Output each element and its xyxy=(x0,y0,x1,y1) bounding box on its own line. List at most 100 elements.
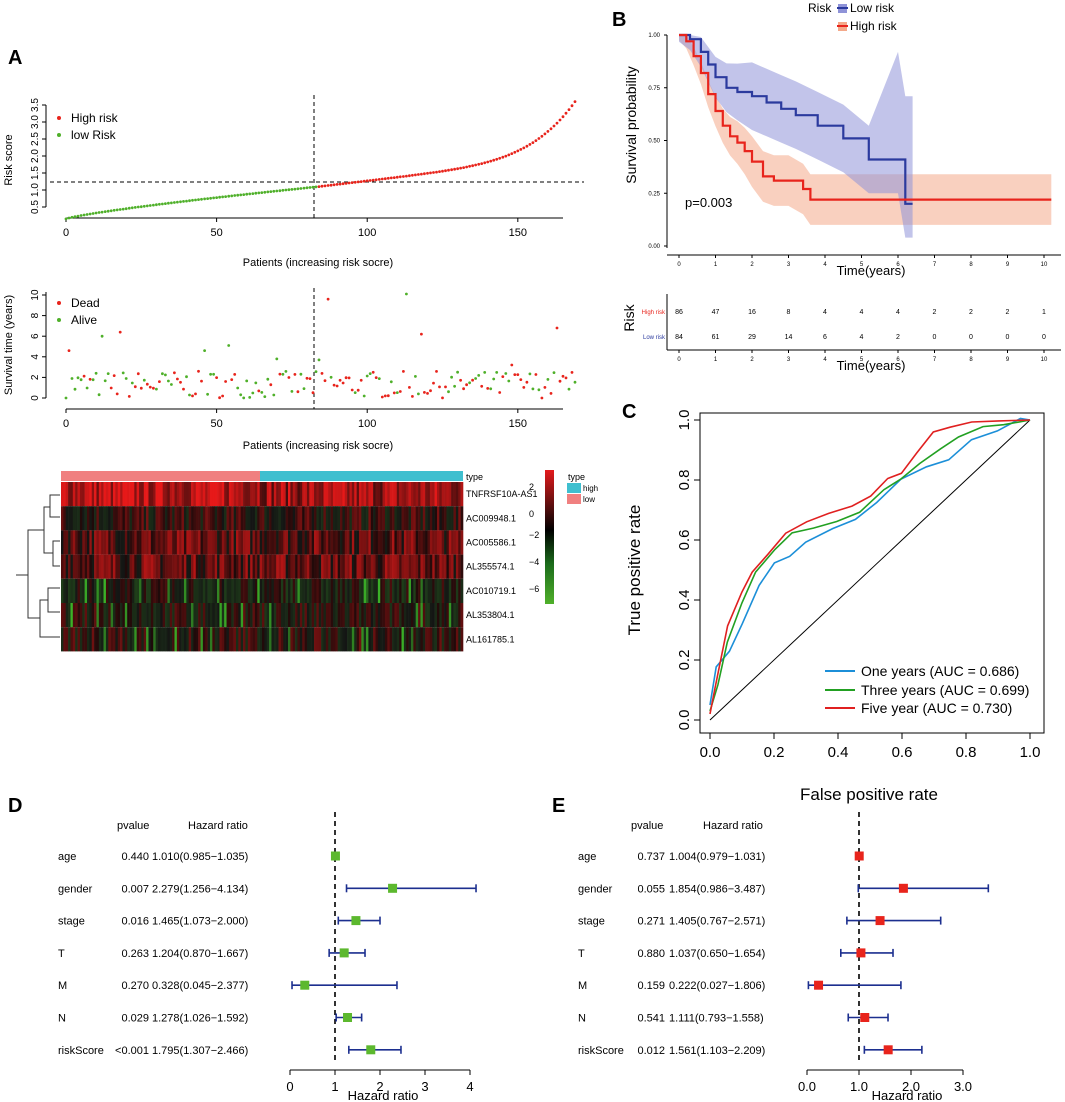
heatmap-cell xyxy=(392,506,395,531)
heatmap-cell xyxy=(146,530,149,555)
heatmap-cell xyxy=(439,554,443,579)
heatmap-cell xyxy=(401,530,405,555)
expression-heatmap: type TNFRSF10A-AS1AC009948.1AC005586.1AL… xyxy=(16,470,598,652)
heatmap-cell xyxy=(389,578,393,603)
heatmap-cell xyxy=(162,554,166,579)
heatmap-cell xyxy=(94,530,97,555)
survival-point-dead xyxy=(411,395,414,398)
heatmap-cell xyxy=(266,627,270,652)
heatmap-cell xyxy=(105,554,109,579)
heatmap-cell xyxy=(366,506,369,531)
heatmap-legend-title: type xyxy=(568,472,585,482)
survival-point-dead xyxy=(311,391,315,395)
km-xtick-label: 0 xyxy=(677,262,681,268)
risk-point-low xyxy=(299,187,303,190)
gene-label: AC005586.1 xyxy=(466,538,516,548)
heatmap-cell xyxy=(134,603,137,628)
heatmap-cell xyxy=(429,506,433,531)
risk-table-cell: 2 xyxy=(896,334,900,341)
heatmap-cell xyxy=(226,482,230,507)
heatmap-cell xyxy=(205,627,208,652)
heatmap-cell xyxy=(285,554,289,579)
km-ytick-label: 1.00 xyxy=(648,33,660,39)
risk-point-low xyxy=(218,195,222,199)
heatmap-cell xyxy=(439,482,443,507)
survival-point-alive xyxy=(206,392,210,396)
heatmap-cell xyxy=(384,506,388,531)
rt-xtick-label: 6 xyxy=(896,357,900,363)
heatmap-cell xyxy=(429,554,433,579)
heatmap-cell xyxy=(155,482,159,507)
heatmap-cell xyxy=(169,554,173,579)
heatmap-cell xyxy=(221,482,225,507)
risk-point-low xyxy=(305,186,309,190)
heatmap-cell xyxy=(103,578,107,603)
heatmap-cell xyxy=(340,506,343,531)
heatmap-cell xyxy=(342,530,346,555)
heatmap-cell xyxy=(325,530,329,555)
heatmap-cell xyxy=(295,506,298,531)
risk-point-low xyxy=(100,210,104,214)
risk-ytick-label: 2.0 xyxy=(30,149,41,163)
survival-point-dead xyxy=(564,376,568,380)
heatmap-cell xyxy=(188,578,192,603)
heatmap-cell xyxy=(160,482,163,507)
heatmap-cell xyxy=(332,530,336,555)
heatmap-cell xyxy=(61,578,64,603)
heatmap-cell xyxy=(316,627,320,652)
heatmap-cell xyxy=(233,578,237,603)
heatmap-cell xyxy=(94,627,97,652)
heatmap-cell xyxy=(75,578,78,603)
heatmap-cell xyxy=(356,530,360,555)
heatmap-cell xyxy=(77,554,81,579)
heatmap-cell xyxy=(110,554,114,579)
heatmap-cell xyxy=(87,482,90,507)
risk-xtick-label: 0 xyxy=(63,227,69,239)
heatmap-cell xyxy=(252,482,256,507)
risk-point-high xyxy=(525,144,529,148)
heatmap-cell xyxy=(127,578,130,603)
heatmap-cell xyxy=(349,530,353,555)
heatmap-cell xyxy=(314,627,317,652)
heatmap-cell xyxy=(183,627,187,652)
heatmap-cell xyxy=(214,530,218,555)
surv-xtick-label: 50 xyxy=(210,418,222,430)
risk-point-low xyxy=(194,198,197,202)
heatmap-cell xyxy=(448,603,452,628)
survival-point-alive xyxy=(477,374,481,377)
heatmap-cell xyxy=(124,554,128,579)
survival-point-alive xyxy=(266,377,270,381)
heatmap-cell xyxy=(425,530,428,555)
heatmap-cell xyxy=(153,506,156,531)
heatmap-cell xyxy=(399,603,402,628)
heatmap-cell xyxy=(143,627,147,652)
heatmap-cell xyxy=(195,627,199,652)
heatmap-cell xyxy=(202,578,206,603)
heatmap-cell xyxy=(200,578,204,603)
heatmap-cell xyxy=(61,603,64,628)
heatmap-cell xyxy=(94,482,97,507)
heatmap-cell xyxy=(422,506,426,531)
heatmap-cell xyxy=(363,627,367,652)
heatmap-cell xyxy=(415,627,419,652)
heatmap-cell xyxy=(217,554,220,579)
heatmap-cell xyxy=(63,506,67,531)
risk-point-low xyxy=(185,199,188,203)
risk-point-low xyxy=(145,204,149,208)
heatmap-cell xyxy=(410,554,414,579)
heatmap-cell xyxy=(98,627,102,652)
heatmap-cell xyxy=(193,603,197,628)
heatmap-cell xyxy=(314,578,317,603)
heatmap-cell xyxy=(420,506,424,531)
heatmap-cell xyxy=(448,627,452,652)
heatmap-cell xyxy=(153,530,156,555)
forest-point xyxy=(854,851,864,861)
heatmap-cell xyxy=(82,627,85,652)
heatmap-cell xyxy=(68,554,71,579)
heatmap-cell xyxy=(285,482,289,507)
heatmap-cell xyxy=(205,482,208,507)
heatmap-cell xyxy=(382,482,386,507)
survival-point-dead xyxy=(109,386,113,390)
heatmap-cell xyxy=(221,554,225,579)
